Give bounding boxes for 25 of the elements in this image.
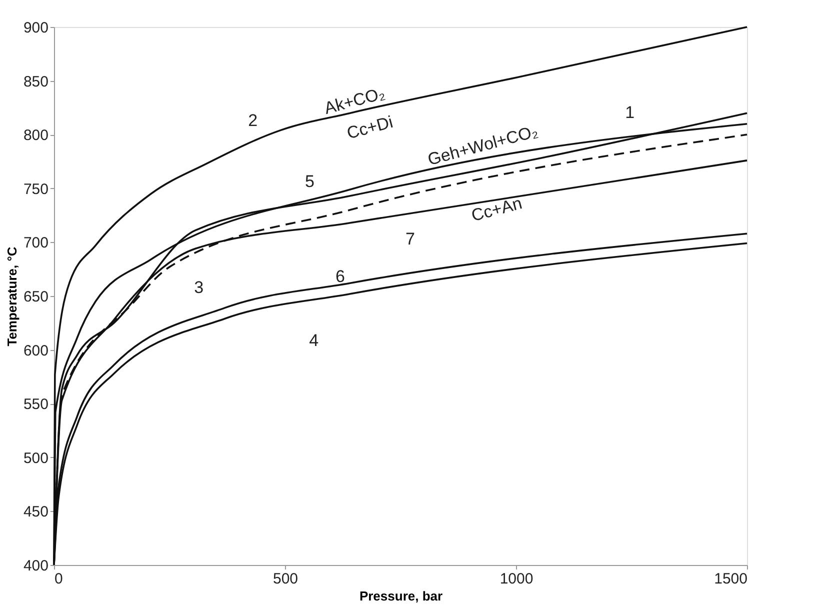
x-tick-label: 0 [54,570,63,588]
x-tick-label: 1000 [500,570,534,588]
series-label: 4 [309,331,319,350]
y-tick-label: 700 [23,234,48,252]
x-tick-label: 500 [272,570,298,588]
y-tick-label: 550 [23,396,48,414]
y-tick-label: 600 [23,342,48,360]
y-tick-label: 450 [23,504,48,521]
y-axis-title: Temperature, °C [4,246,20,346]
x-axis-title: Pressure, bar [359,588,443,604]
series-label: 6 [335,267,345,286]
y-tick-label: 400 [23,558,48,574]
y-tick-label: 800 [23,127,48,144]
y-tick-label: 900 [23,20,48,36]
x-tick-label: 1500 [714,570,748,588]
y-tick-label: 500 [23,450,48,467]
series-label: 2 [248,111,258,130]
y-tick-label: 850 [23,73,48,90]
series-label: 7 [405,230,415,249]
series-label: 3 [194,278,204,297]
annotation: Cc+An [469,194,524,226]
series-label: 1 [625,103,635,122]
y-tick-label: 650 [23,288,48,306]
y-tick-label: 750 [23,180,48,198]
series-label: 5 [304,172,314,191]
